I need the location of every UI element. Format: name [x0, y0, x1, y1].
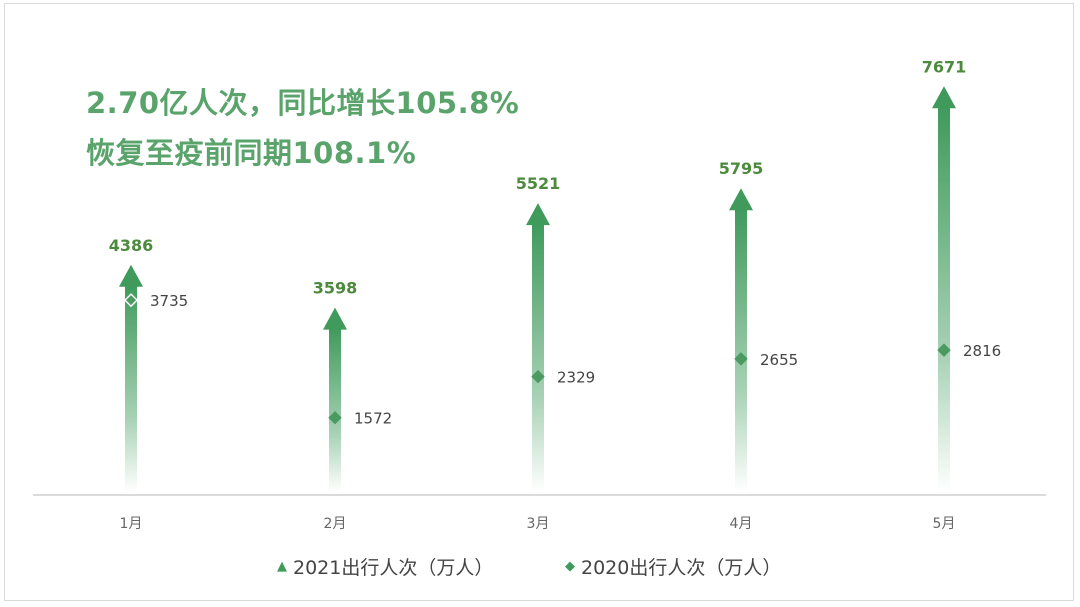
value-label-2020: 2329	[557, 369, 595, 387]
value-label-2020: 2655	[760, 351, 798, 369]
diamond-2020-marker-inner	[126, 295, 136, 306]
arrow-2021-shaft	[125, 284, 137, 492]
value-label-2021: 7671	[922, 57, 967, 76]
value-label-2020: 3735	[150, 292, 188, 310]
legend-item-2021: ▲ 2021出行人次（万人）	[277, 553, 493, 580]
value-label-2021: 5795	[719, 159, 764, 178]
x-tick-label: 5月	[933, 516, 956, 532]
legend-label-2021: 2021出行人次（万人）	[293, 557, 494, 579]
diamond-2020-marker	[937, 343, 951, 357]
triangle-icon: ▲	[277, 559, 287, 574]
arrow-2021-head	[323, 307, 347, 330]
diamond-2020-marker	[734, 352, 748, 366]
value-label-2021: 5521	[516, 174, 561, 193]
x-tick-label: 4月	[730, 516, 753, 532]
x-tick-label: 2月	[324, 516, 347, 532]
value-label-2020: 1572	[354, 410, 392, 428]
legend-label-2020: 2020出行人次（万人）	[581, 557, 782, 579]
value-label-2021: 3598	[313, 279, 358, 298]
diamond-icon: ◆	[565, 559, 575, 574]
value-label-2021: 4386	[109, 236, 154, 255]
arrow-2021-shaft	[938, 106, 950, 492]
arrow-2021-head	[932, 86, 956, 109]
arrow-2021-shaft	[532, 223, 544, 492]
diamond-2020-marker	[531, 369, 545, 384]
chart-marks: 4386 3735 1月 3598 1572 2月 5521 2329 3月 5795 2655 4月…	[109, 57, 1001, 532]
diamond-2020-marker	[328, 411, 342, 425]
headline-recovery: 恢复至疫前同期108.1%	[86, 136, 417, 170]
arrow-2021-head	[119, 264, 143, 287]
headline-total: 2.70亿人次，同比增长105.8%	[86, 86, 520, 120]
arrow-2021-shaft	[735, 208, 747, 492]
arrow-2021-shaft	[329, 327, 341, 492]
x-tick-label: 1月	[120, 516, 143, 532]
arrow-2021-head	[526, 203, 550, 226]
x-tick-label: 3月	[527, 516, 550, 532]
arrow-2021-head	[729, 188, 753, 211]
legend-item-2020: ◆ 2020出行人次（万人）	[565, 553, 781, 580]
value-label-2020: 2816	[963, 342, 1001, 360]
